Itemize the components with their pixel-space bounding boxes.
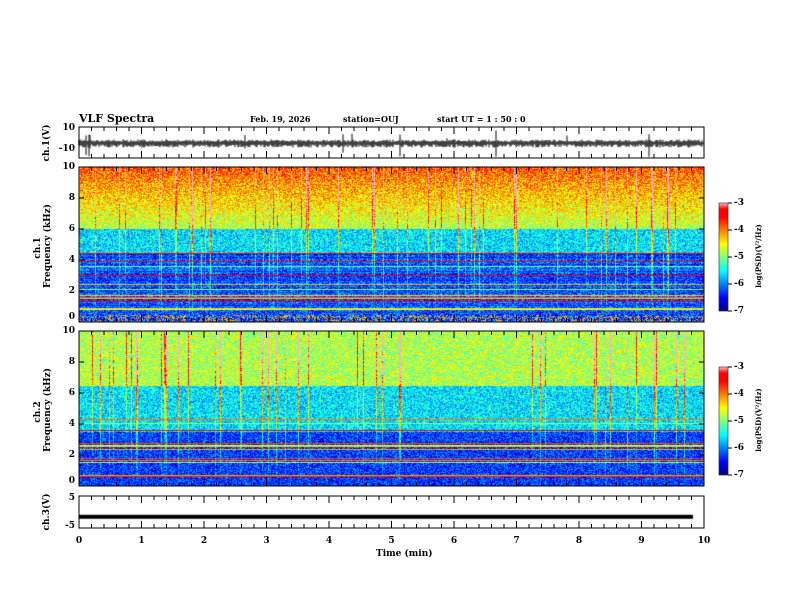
y-tick-label: 5: [68, 493, 75, 503]
y-tick-label: 10: [62, 123, 75, 133]
s2-frame: [78, 330, 705, 487]
colorbar1-label: log(PSD)(V²/Hz): [754, 224, 763, 288]
x-tick-label: 6: [450, 536, 458, 546]
y-tick-label: 8: [68, 193, 75, 203]
y-tick-label: 0: [68, 476, 75, 486]
colorbar-2: [718, 366, 729, 476]
colorbar-tick-label: -6: [734, 443, 744, 453]
colorbar-tick-label: -3: [734, 362, 744, 372]
freq-label: Frequency (kHz): [43, 367, 53, 452]
colorbar-tick-label: -4: [734, 389, 744, 399]
x-tick-label: 2: [200, 536, 208, 546]
station-label: station=OUJ: [343, 114, 399, 124]
colorbar-tick-label: -6: [734, 279, 744, 289]
colorbar-tick-label: -5: [734, 252, 744, 262]
colorbar-tick-label: -5: [734, 416, 744, 426]
colorbar-tick-label: -4: [734, 225, 744, 235]
figure-title: VLF Spectra: [79, 112, 155, 125]
x-tick-label: 8: [575, 536, 583, 546]
colorbar-tick-label: -7: [734, 306, 744, 316]
ch3-ylabel: ch.3(V): [42, 493, 52, 531]
ch2-channel-label: ch.2: [33, 401, 43, 423]
ch1-spec-ylabel: ch.1 Frequency (kHz): [33, 204, 53, 288]
freq-label: Frequency (kHz): [43, 203, 53, 288]
y-tick-label: 0: [68, 312, 75, 322]
y-tick-label: 6: [68, 388, 75, 398]
y-tick-label: 10: [62, 162, 75, 172]
y-tick-label: 4: [68, 419, 75, 429]
ch1-channel-label: ch.1: [33, 237, 43, 259]
y-tick-label: 10: [62, 326, 75, 336]
ch1-ylabel: ch.1(V): [42, 124, 52, 162]
x-tick-label: 3: [263, 536, 270, 546]
y-tick-label: 2: [68, 450, 75, 460]
ch2-spec-ylabel: ch.2 Frequency (kHz): [33, 368, 53, 452]
colorbar-1: [718, 202, 729, 312]
date-label: Feb. 19, 2026: [250, 114, 311, 124]
y-tick-label: 8: [68, 357, 75, 367]
x-tick-label: 7: [513, 536, 520, 546]
x-tick-label: 5: [388, 536, 395, 546]
x-tick-label: 10: [697, 536, 711, 546]
y-tick-label: 4: [68, 255, 75, 265]
x-axis-label: Time (min): [376, 549, 433, 559]
x-tick-label: 4: [325, 536, 333, 546]
s1-frame: [78, 166, 705, 323]
y-tick-label: -5: [65, 521, 75, 531]
x-tick-label: 1: [138, 536, 145, 546]
y-tick-label: -10: [58, 144, 75, 154]
colorbar2-label: log(PSD)(V²/Hz): [754, 388, 763, 452]
y-tick-label: 6: [68, 224, 75, 234]
start-time-label: start UT = 1 : 50 : 0: [437, 114, 526, 124]
y-tick-label: 2: [68, 286, 75, 296]
colorbar-tick-label: -3: [734, 198, 744, 208]
colorbar-tick-label: -7: [734, 470, 744, 480]
x-tick-label: 0: [75, 536, 83, 546]
x-tick-label: 9: [638, 536, 645, 546]
